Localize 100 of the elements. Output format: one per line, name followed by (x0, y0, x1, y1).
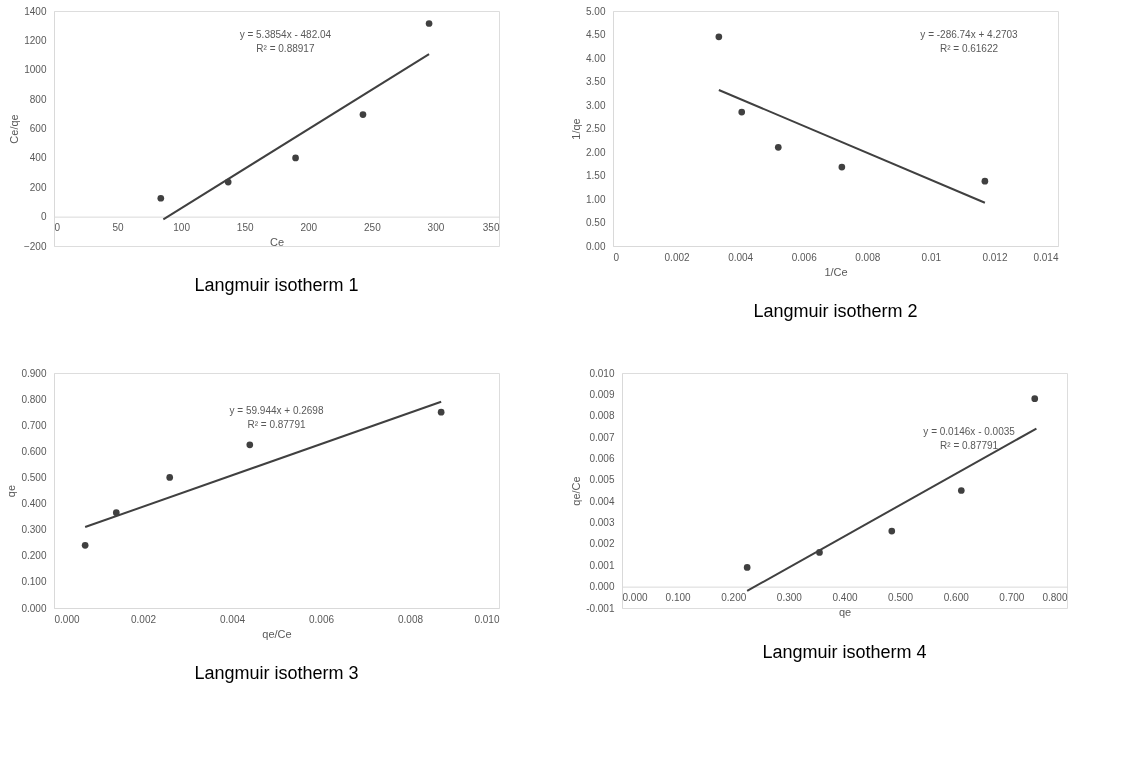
x-tick-label: 0.000 (54, 613, 80, 625)
y-tick-label: 0.009 (589, 388, 615, 400)
x-tick-label: 0.012 (982, 251, 1008, 263)
y-tick-label: 0.200 (21, 550, 47, 562)
x-axis-title: 1/Ce (824, 265, 848, 278)
point (715, 33, 723, 41)
point (774, 143, 782, 151)
y-axis-title: qe (5, 484, 18, 498)
x-tick-label: 0.004 (219, 613, 246, 625)
y-tick-label: 3.50 (586, 76, 606, 87)
annotation: y = 0.0146x - 0.0035 (923, 425, 1016, 437)
point (359, 111, 367, 118)
x-tick-label: 0.700 (999, 592, 1025, 604)
point (738, 108, 746, 116)
x-tick-label: 0.400 (832, 592, 858, 604)
y-tick-label: 0.005 (589, 474, 615, 486)
x-tick-label: 0.600 (943, 592, 970, 604)
x-tick-label: 0.100 (665, 592, 692, 604)
x-tick-label: 0.01 (921, 251, 942, 263)
y-tick-label: 2.50 (586, 123, 606, 134)
y-axis-title: Ce/qe (7, 114, 20, 144)
y-tick-label: 0.008 (589, 410, 615, 422)
y-tick-label: 0.004 (589, 495, 615, 507)
x-tick-label: 0.300 (776, 592, 803, 604)
point (157, 194, 165, 202)
text: Langmuir isotherm 4 (762, 641, 927, 662)
point (425, 20, 433, 27)
y-tick-label: 4.50 (586, 29, 606, 40)
y-tick-label: 1.50 (586, 170, 606, 181)
y-tick-label: 5.00 (586, 5, 606, 17)
annotation: y = -286.74x + 4.2703 (920, 28, 1019, 40)
x-tick-label: 50 (112, 222, 125, 234)
x-tick-label: 0.002 (664, 251, 691, 263)
y-axis-title: 1/qe (570, 118, 583, 140)
y-tick-label: -0.001 (586, 602, 615, 614)
x-axis-title: qe/Ce (262, 627, 292, 640)
y-tick-label: 0.000 (21, 602, 47, 614)
y-tick-label: 1400 (24, 5, 47, 17)
y-tick-label: 0.001 (589, 559, 615, 571)
y-tick-label: 2.00 (586, 146, 606, 158)
x-tick-label: 0.006 (308, 613, 335, 625)
x-tick-label: 350 (482, 222, 500, 234)
text: Langmuir isotherm 2 (753, 301, 918, 321)
annotation: R² = 0.88917 (256, 42, 315, 54)
y-tick-label: 0.600 (21, 445, 47, 457)
point (292, 154, 299, 162)
x-tick-label: 0.008 (855, 251, 881, 263)
x-tick-label: 0.006 (791, 251, 818, 263)
x-tick-label: 0.004 (728, 251, 754, 263)
y-tick-label: 0.500 (21, 471, 47, 483)
annotation: R² = 0.87791 (247, 418, 306, 430)
y-tick-label: 1200 (24, 34, 47, 46)
x-tick-label: 0.010 (474, 613, 500, 625)
point (838, 163, 846, 171)
x-tick-label: 150 (236, 222, 254, 234)
y-tick-label: 0.300 (21, 524, 47, 536)
annotation: R² = 0.87791 (940, 439, 999, 451)
x-tick-label: 200 (300, 222, 318, 234)
y-tick-label: 0.400 (21, 498, 47, 510)
y-tick-label: 0.100 (21, 576, 47, 588)
x-axis-title: qe (838, 606, 852, 619)
y-tick-label: 3.00 (586, 99, 606, 111)
y-tick-label: 0.50 (586, 217, 606, 228)
y-tick-label: 0.900 (21, 367, 47, 379)
y-tick-label: 0.800 (21, 393, 47, 405)
x-axis-title: Ce (269, 236, 285, 249)
annotation: y = 5.3854x - 482.04 (239, 28, 332, 40)
y-tick-label: 0.000 (589, 581, 615, 593)
text: Langmuir isotherm 1 (194, 275, 359, 295)
x-tick-label: 0.014 (1033, 251, 1059, 263)
y-tick-label: 0.002 (589, 538, 615, 550)
x-tick-label: 0.002 (130, 613, 157, 625)
y-tick-label: 0.003 (589, 517, 615, 529)
y-tick-label: 0.007 (589, 431, 615, 443)
y-tick-label: −200 (23, 240, 47, 252)
x-tick-label: 0.008 (397, 613, 424, 625)
x-tick-label: 100 (173, 222, 191, 234)
text: Langmuir isotherm 3 (194, 663, 359, 683)
y-tick-label: 600 (29, 123, 47, 134)
y-tick-label: 0.700 (21, 419, 47, 431)
y-tick-label: 4.00 (586, 52, 606, 64)
y-tick-label: 200 (29, 181, 47, 193)
x-tick-label: 0.200 (721, 592, 747, 604)
x-tick-label: 300 (427, 222, 445, 234)
x-tick-label: 0.500 (888, 592, 914, 604)
y-tick-label: 0.010 (589, 367, 615, 379)
y-tick-label: 0.00 (586, 240, 606, 252)
y-axis-title: qe/Ce (570, 476, 583, 506)
annotation: y = 59.944x + 0.2698 (229, 404, 324, 416)
x-tick-label: 0.800 (1042, 592, 1068, 604)
y-tick-label: 800 (29, 93, 47, 105)
y-tick-label: 0 (40, 211, 47, 223)
y-tick-label: 400 (29, 152, 47, 164)
x-tick-label: 0.000 (622, 592, 648, 604)
annotation: R² = 0.61622 (939, 42, 999, 54)
y-tick-label: 1.00 (586, 193, 606, 205)
x-tick-label: 250 (364, 222, 382, 234)
y-tick-label: 1000 (24, 64, 47, 76)
y-tick-label: 0.006 (589, 452, 615, 464)
point (981, 177, 989, 185)
